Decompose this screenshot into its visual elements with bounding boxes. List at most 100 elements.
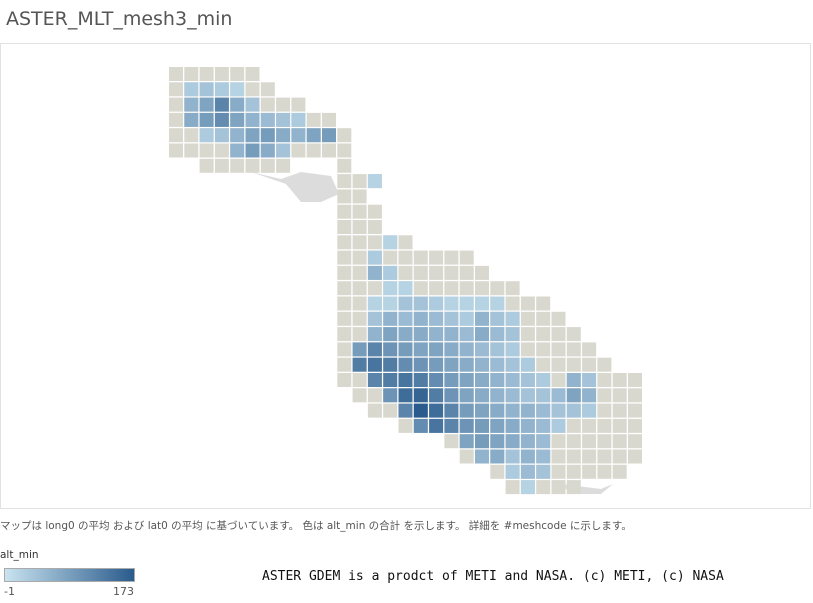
mesh-value-cell: [475, 342, 489, 357]
mesh-cell: [536, 480, 551, 495]
mesh-cell: [597, 434, 612, 449]
mesh-value-cell: [276, 143, 291, 158]
mesh-cell: [505, 281, 520, 296]
mesh-cell: [352, 250, 367, 265]
mesh-value-cell: [490, 388, 505, 403]
mesh-value-cell: [459, 434, 474, 449]
mesh-value-cell: [383, 311, 398, 326]
mesh-value-cell: [444, 403, 459, 418]
mesh-value-cell: [291, 112, 306, 127]
mesh-value-cell: [398, 327, 413, 342]
mesh-value-cell: [566, 388, 581, 403]
mesh-cell: [551, 449, 566, 464]
mesh-value-cell: [444, 373, 459, 387]
mesh-cell: [337, 296, 352, 311]
mesh-cell: [536, 357, 551, 372]
mesh-cell: [490, 281, 505, 296]
mesh-cell: [337, 357, 352, 372]
mesh-value-cell: [429, 388, 444, 403]
mesh-cell: [551, 464, 566, 479]
mesh-value-cell: [505, 327, 520, 342]
mesh-cell: [566, 464, 581, 479]
mesh-value-cell: [505, 418, 520, 433]
mesh-value-cell: [444, 357, 459, 372]
mesh-cell: [429, 281, 444, 296]
mesh-cell: [276, 97, 291, 112]
mesh-value-cell: [429, 342, 444, 357]
mesh-cell: [551, 373, 566, 387]
mesh-cell: [352, 388, 367, 403]
mesh-cell: [551, 480, 566, 495]
mesh-value-cell: [520, 403, 535, 418]
mesh-value-cell: [536, 418, 551, 433]
mesh-cell: [291, 97, 306, 112]
legend-min: -1: [4, 585, 15, 598]
mesh-value-cell: [276, 128, 291, 143]
mesh-cell: [245, 67, 260, 81]
mesh-value-cell: [459, 403, 474, 418]
mesh-cell: [444, 281, 459, 296]
mesh-value-cell: [582, 373, 597, 387]
mesh-cell: [337, 250, 352, 265]
mesh-cell: [459, 281, 474, 296]
mesh-value-cell: [429, 373, 444, 387]
mesh-value-cell: [276, 112, 291, 127]
mesh-value-cell: [475, 327, 489, 342]
mesh-value-cell: [367, 373, 382, 387]
mesh-value-cell: [490, 296, 505, 311]
map: [169, 67, 642, 495]
mesh-cell: [597, 418, 612, 433]
mesh-value-cell: [199, 112, 214, 127]
mesh-cell: [536, 327, 551, 342]
mesh-cell: [276, 158, 291, 173]
mesh-cell: [337, 143, 352, 158]
mesh-cell: [383, 403, 398, 418]
mesh-cell: [597, 388, 612, 403]
mesh-cell: [582, 449, 597, 464]
mesh-value-cell: [383, 373, 398, 387]
mesh-value-cell: [429, 327, 444, 342]
mesh-cell: [199, 158, 214, 173]
mesh-value-cell: [490, 342, 505, 357]
mesh-cell: [520, 327, 535, 342]
mesh-value-cell: [536, 434, 551, 449]
mesh-value-cell: [459, 327, 474, 342]
mesh-cell: [490, 464, 505, 479]
mesh-value-cell: [383, 327, 398, 342]
mesh-value-cell: [520, 434, 535, 449]
mesh-cell: [352, 296, 367, 311]
mesh-value-cell: [429, 311, 444, 326]
mesh-value-cell: [413, 403, 428, 418]
mesh-cell: [597, 357, 612, 372]
mesh-cell: [566, 449, 581, 464]
mesh-cell: [367, 388, 382, 403]
mesh-value-cell: [230, 128, 245, 143]
mesh-value-cell: [184, 97, 199, 112]
mesh-cell: [352, 189, 367, 204]
mesh-value-cell: [536, 373, 551, 387]
mesh-value-cell: [520, 449, 535, 464]
mesh-value-cell: [413, 388, 428, 403]
mesh-value-cell: [475, 388, 489, 403]
mesh-value-cell: [398, 357, 413, 372]
mesh-value-cell: [383, 342, 398, 357]
mesh-value-cell: [505, 434, 520, 449]
mesh-cell: [582, 434, 597, 449]
mesh-value-cell: [413, 327, 428, 342]
mesh-value-cell: [566, 403, 581, 418]
mesh-cell: [520, 296, 535, 311]
mesh-value-cell: [490, 357, 505, 372]
mesh-cell: [214, 143, 229, 158]
mesh-value-cell: [520, 480, 535, 495]
mesh-value-cell: [413, 373, 428, 387]
mesh-value-cell: [444, 296, 459, 311]
mesh-cell: [184, 67, 199, 81]
mesh-cell: [260, 82, 275, 97]
mesh-cell: [367, 235, 382, 250]
mesh-value-cell: [505, 357, 520, 372]
mesh-cell: [367, 403, 382, 418]
mesh-value-cell: [505, 464, 520, 479]
mesh-cell: [367, 204, 382, 219]
mesh-cell: [475, 265, 489, 280]
mesh-cell: [536, 296, 551, 311]
